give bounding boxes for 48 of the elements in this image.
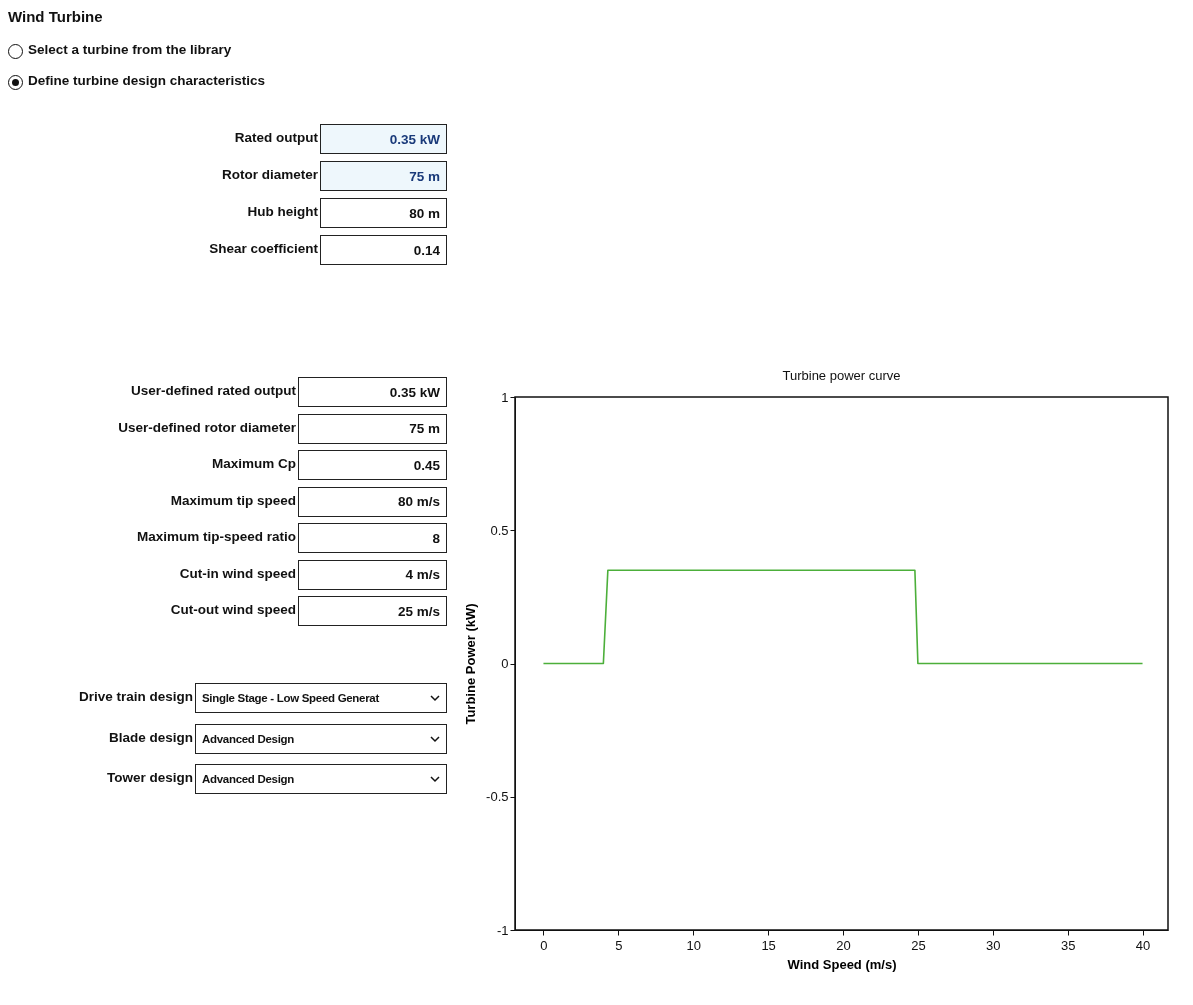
x-tick-label: 5 xyxy=(615,937,623,953)
text: Select a turbine from the library xyxy=(28,42,232,57)
text: Drive train design xyxy=(77,689,193,704)
y-tick-label: 1 xyxy=(501,389,509,405)
text: 8 xyxy=(432,530,440,546)
text: 25 m/s xyxy=(397,603,440,619)
text: Advanced Design xyxy=(202,732,294,745)
text: 0.14 xyxy=(413,242,440,258)
x-tick-label: 40 xyxy=(1135,937,1151,953)
text: Blade design xyxy=(107,729,193,745)
text: Single Stage - Low Speed Generat xyxy=(202,692,379,704)
text: Hub height xyxy=(246,204,318,219)
y-tick-label: -0.5 xyxy=(486,789,509,805)
chart-title: Turbine power curve xyxy=(782,368,901,383)
y-axis-title: Turbine Power (kW) xyxy=(463,603,479,725)
x-tick-label: 25 xyxy=(911,937,926,953)
text: Maximum Cp xyxy=(211,456,296,471)
text: 4 m/s xyxy=(405,567,440,582)
y-tick-label: -1 xyxy=(496,922,509,938)
text: 0.35 kW xyxy=(389,384,440,400)
text: Tower design xyxy=(106,770,193,785)
x-tick-label: 20 xyxy=(836,937,851,953)
text: User-defined rated output xyxy=(130,383,296,398)
text: Shear coefficient xyxy=(208,241,318,256)
x-tick-label: 15 xyxy=(761,937,776,953)
text: 0.45 xyxy=(413,457,440,473)
text: Advanced Design xyxy=(202,773,294,785)
x-axis-title: Wind Speed (m/s) xyxy=(787,956,897,972)
text: User-defined rotor diameter xyxy=(117,419,296,435)
x-tick-label: 0 xyxy=(540,937,548,953)
x-tick-label: 10 xyxy=(686,937,701,953)
x-tick-label: 30 xyxy=(986,937,1001,953)
text: Rotor diameter xyxy=(220,167,318,182)
text: Maximum tip speed xyxy=(169,492,296,508)
text: 75 m xyxy=(409,168,440,184)
y-tick-label: 0 xyxy=(501,656,509,671)
text: 0.35 kW xyxy=(389,131,440,147)
text: Cut-out wind speed xyxy=(169,602,296,617)
text: 80 m xyxy=(409,205,440,221)
text: Wind Turbine xyxy=(8,8,103,25)
text: 80 m/s xyxy=(397,494,440,509)
text: Cut-in wind speed xyxy=(178,565,296,581)
y-tick-label: 0.5 xyxy=(490,522,509,538)
text: Rated output xyxy=(233,130,318,145)
text: Maximum tip-speed ratio xyxy=(135,529,296,544)
x-tick-label: 35 xyxy=(1060,937,1076,953)
text: 75 m xyxy=(409,421,440,436)
text: Define turbine design characteristics xyxy=(28,73,266,88)
